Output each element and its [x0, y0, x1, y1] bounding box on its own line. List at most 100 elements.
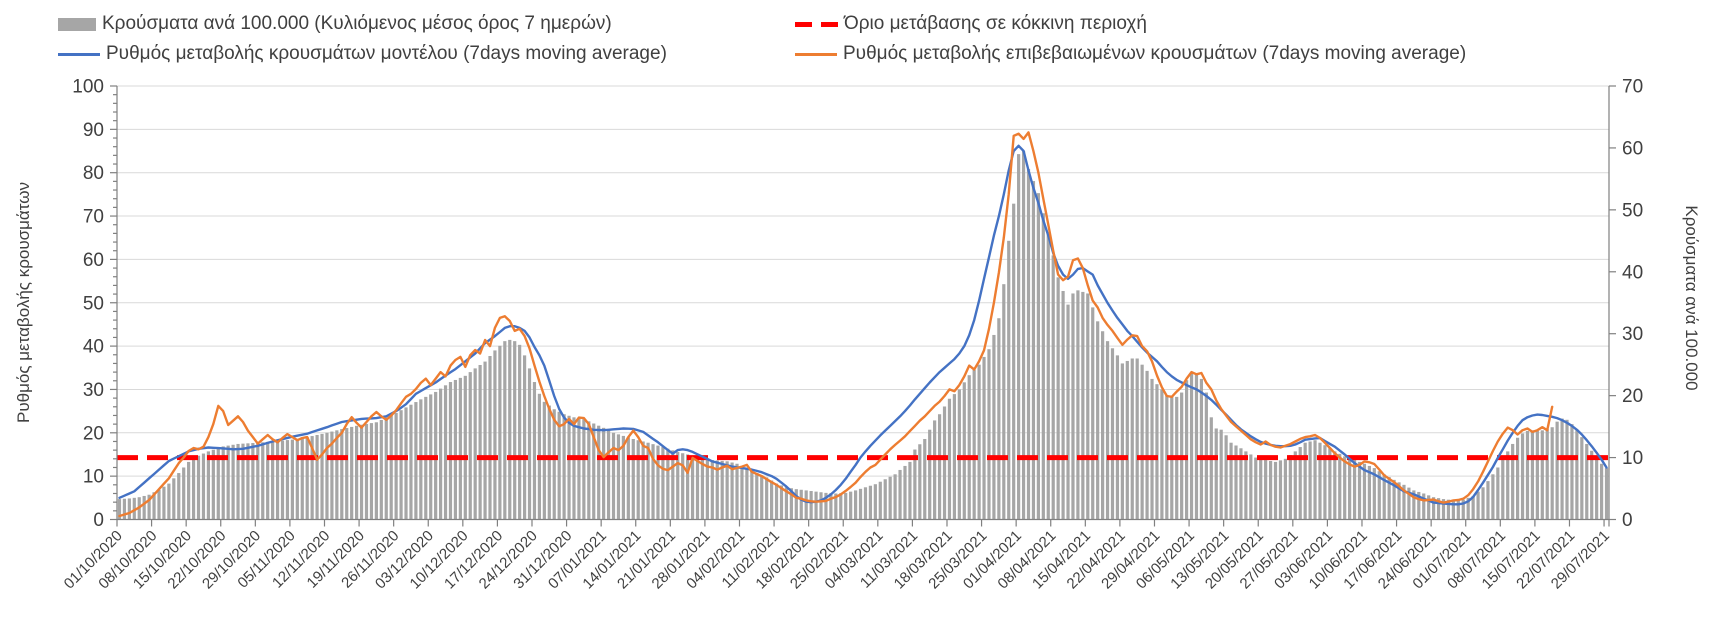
bar [686, 454, 690, 520]
bar [547, 405, 551, 520]
bar [1249, 454, 1253, 520]
bar [611, 432, 616, 520]
bar [1377, 471, 1381, 520]
bar [1081, 291, 1085, 520]
bar [261, 442, 265, 520]
bar [1397, 482, 1401, 520]
bar [350, 426, 354, 520]
bar [1007, 240, 1011, 520]
bar [211, 449, 215, 520]
bar [1091, 307, 1095, 520]
bar [246, 443, 250, 520]
bar [834, 493, 838, 520]
right-axis-tick-label: 10 [1622, 448, 1643, 469]
bar [1268, 460, 1273, 520]
bar [1604, 468, 1609, 520]
bar [779, 485, 784, 520]
bar [592, 423, 596, 520]
legend-item-threshold: Όριο μετάβασης σε κόκκινη περιοχή [795, 13, 1147, 35]
bar [631, 438, 635, 520]
bar [1026, 168, 1031, 520]
bar [1496, 467, 1500, 520]
bar [493, 350, 497, 520]
bar [972, 369, 976, 520]
bar [1115, 355, 1120, 520]
right-axis-tick-label: 50 [1622, 200, 1643, 221]
bar [626, 437, 630, 520]
bar [355, 425, 359, 520]
bar [1229, 442, 1233, 520]
bar [1051, 255, 1055, 520]
bar [552, 409, 556, 520]
bar [1545, 429, 1549, 520]
bar [1461, 499, 1465, 520]
bar [819, 492, 823, 520]
bar [1234, 445, 1238, 520]
bar [1214, 428, 1218, 520]
bar [206, 451, 210, 520]
bar [730, 462, 734, 520]
bar [1338, 453, 1342, 520]
bar [997, 318, 1001, 520]
bar [1357, 461, 1362, 520]
dashed-line-swatch-icon [795, 21, 838, 27]
bar [1278, 460, 1283, 520]
bar [241, 443, 245, 520]
bar [641, 441, 645, 520]
bar [1184, 380, 1189, 520]
bar [1466, 497, 1470, 520]
bar [1456, 499, 1460, 520]
bar [300, 437, 304, 520]
bar [1585, 443, 1589, 520]
bar [681, 453, 685, 520]
bar [1535, 430, 1539, 520]
bar [1224, 435, 1228, 520]
bar [789, 488, 793, 520]
bar [1273, 461, 1278, 520]
bar [735, 463, 739, 520]
left-axis-tick-label: 0 [93, 510, 104, 531]
bar [557, 411, 561, 520]
bar [1021, 151, 1026, 520]
bar [1303, 442, 1307, 520]
bar [1086, 293, 1090, 520]
bar [384, 417, 388, 520]
bar [784, 487, 789, 520]
bar [1002, 284, 1006, 520]
bar [1367, 465, 1371, 520]
bar [162, 486, 166, 520]
bar [794, 489, 798, 520]
left-axis-tick-label: 70 [83, 207, 104, 228]
line-swatch-icon [795, 52, 837, 56]
bar [305, 437, 309, 520]
bar [172, 478, 176, 520]
bar [1096, 321, 1100, 520]
bar [928, 429, 932, 520]
legend-label: Όριο μετάβασης σε κόκκινη περιοχή [844, 13, 1147, 34]
bar [1150, 378, 1154, 520]
bar [335, 430, 339, 520]
bar [1283, 458, 1288, 520]
bar [651, 444, 655, 520]
bar [1101, 331, 1105, 520]
bar [201, 453, 206, 520]
bar [804, 490, 808, 520]
bar [468, 372, 472, 520]
bar [923, 438, 927, 520]
bar [1323, 445, 1327, 520]
bar [809, 491, 813, 520]
bar [191, 458, 196, 520]
bar [1328, 448, 1332, 520]
bar [1219, 429, 1223, 520]
bar [1125, 360, 1129, 520]
bar [443, 385, 448, 520]
bar [315, 434, 319, 520]
bar [844, 492, 848, 520]
bar [1352, 460, 1357, 520]
bar [1427, 495, 1431, 520]
bar [671, 450, 675, 520]
bar [251, 443, 255, 520]
bar [750, 470, 754, 520]
bar [690, 455, 695, 520]
bar [132, 497, 136, 520]
